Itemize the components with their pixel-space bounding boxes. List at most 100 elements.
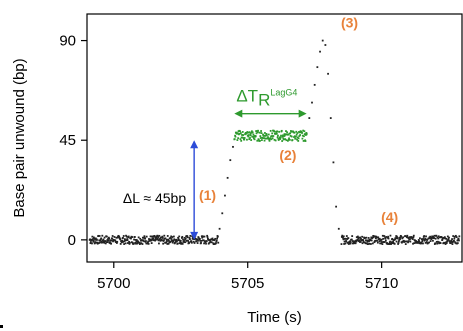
delta-l-arrowhead-bottom <box>190 231 199 240</box>
data-point <box>109 239 112 242</box>
data-point <box>200 240 203 242</box>
data-point <box>91 242 93 245</box>
data-point <box>215 239 218 242</box>
data-point <box>354 242 357 245</box>
data-point <box>375 237 377 240</box>
data-point <box>436 236 439 239</box>
data-point <box>134 239 137 241</box>
data-point <box>451 243 454 245</box>
data-point <box>426 239 429 241</box>
data-point <box>272 135 275 137</box>
data-point <box>124 242 127 245</box>
data-point <box>212 243 215 246</box>
delta-l-annotation: ΔL ≈ 45bp <box>123 140 199 240</box>
data-point <box>362 241 365 244</box>
data-point <box>221 212 224 215</box>
data-point <box>157 236 160 238</box>
data-point <box>419 237 421 240</box>
data-point <box>427 242 429 244</box>
data-point <box>96 239 98 241</box>
data-point <box>286 131 289 134</box>
data-point <box>110 242 113 245</box>
data-point <box>344 237 347 240</box>
data-point <box>302 129 305 132</box>
data-point <box>203 242 205 245</box>
data-point <box>202 239 205 242</box>
data-point <box>433 234 436 237</box>
data-point <box>422 242 424 245</box>
data-point <box>429 240 432 242</box>
data-point <box>351 235 354 237</box>
data-point <box>241 131 244 133</box>
data-point <box>119 243 122 245</box>
data-point <box>366 243 369 246</box>
data-point <box>137 240 140 243</box>
data-point <box>147 242 150 245</box>
data-point <box>415 240 417 242</box>
data-point <box>373 235 375 238</box>
data-point <box>265 134 268 137</box>
data-point <box>368 240 370 243</box>
data-point <box>295 135 297 138</box>
data-point <box>104 242 107 245</box>
data-point <box>270 135 273 137</box>
data-point <box>176 242 179 245</box>
data-point <box>92 236 95 239</box>
data-point <box>215 242 217 245</box>
data-point <box>125 239 128 242</box>
data-point <box>452 235 455 237</box>
data-point <box>458 239 460 242</box>
data-point <box>279 138 282 140</box>
data-point <box>431 235 434 238</box>
data-point <box>188 242 191 244</box>
data-point <box>282 138 285 141</box>
data-point <box>383 235 386 237</box>
data-point <box>365 236 368 239</box>
data-point <box>276 136 279 139</box>
data-point <box>246 138 248 141</box>
data-point <box>170 235 173 238</box>
data-point <box>288 138 291 141</box>
data-point <box>127 242 129 244</box>
data-point <box>273 130 276 133</box>
data-point <box>177 236 179 239</box>
data-point <box>411 238 414 240</box>
data-point <box>344 242 347 245</box>
data-point <box>141 239 143 242</box>
data-point <box>249 134 252 137</box>
data-point <box>177 238 180 241</box>
data-point <box>371 242 374 245</box>
data-point <box>242 137 245 139</box>
data-point <box>397 243 399 245</box>
data-point <box>361 242 364 245</box>
data-point <box>197 239 199 242</box>
data-point <box>357 240 360 242</box>
data-point <box>442 236 445 239</box>
data-point <box>393 242 396 245</box>
data-point <box>356 238 359 241</box>
data-point <box>412 236 415 239</box>
data-point <box>130 237 132 240</box>
x-tick-label: 5700 <box>97 275 130 292</box>
data-point <box>111 235 114 237</box>
data-point <box>341 234 344 237</box>
data-point <box>251 130 253 133</box>
data-point <box>279 136 282 139</box>
data-point <box>158 234 161 237</box>
data-point <box>98 235 101 237</box>
data-point <box>382 237 385 240</box>
data-point <box>248 138 251 141</box>
data-point <box>384 237 387 240</box>
data-point <box>243 137 246 139</box>
data-point <box>189 238 191 241</box>
delta-l-arrowhead-top <box>190 140 199 149</box>
data-point <box>184 241 187 244</box>
delta-t-arrowhead-right <box>298 109 307 118</box>
data-point <box>158 242 160 245</box>
data-point <box>250 131 253 134</box>
data-point <box>135 239 138 241</box>
data-point <box>93 237 96 240</box>
data-point <box>229 159 232 162</box>
data-point <box>390 241 393 244</box>
